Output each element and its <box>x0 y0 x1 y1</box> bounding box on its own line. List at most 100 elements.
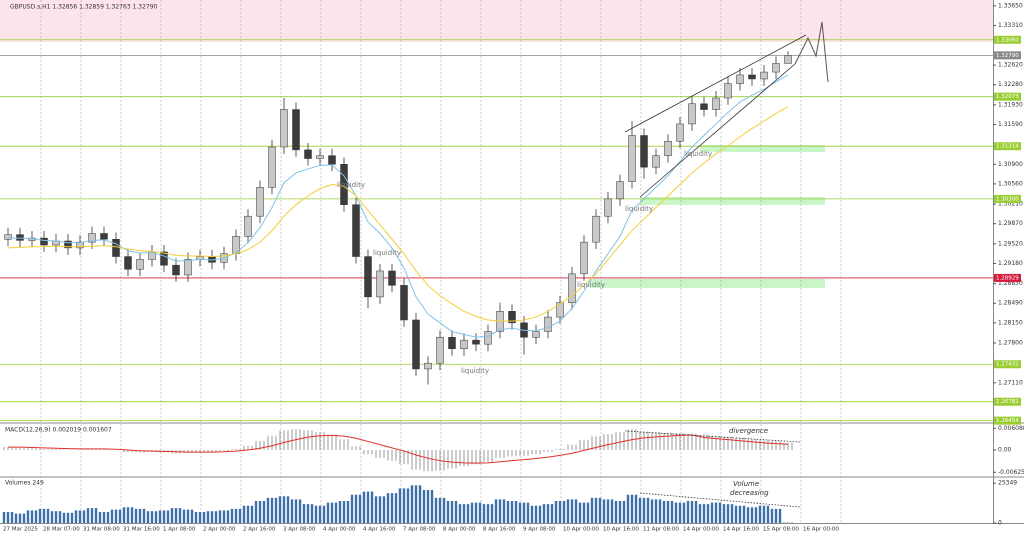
volume-bar <box>98 512 102 523</box>
volume-bar <box>646 497 650 523</box>
volume-bar <box>690 501 694 523</box>
volume-bar <box>522 502 526 523</box>
volume-bar <box>610 499 614 523</box>
volume-bar <box>298 499 302 523</box>
volume-bar <box>682 502 686 523</box>
volume-bar <box>178 508 182 523</box>
volume-bar <box>166 510 170 523</box>
level-label: 1.28929 <box>996 275 1019 281</box>
annotation: liquidity <box>684 150 712 158</box>
candle-body <box>676 123 684 142</box>
candle-body <box>100 233 108 240</box>
candle-body <box>40 237 48 246</box>
y-tick-label: 0 <box>998 520 1002 527</box>
level-label: 1.33060 <box>996 37 1019 43</box>
volume-bar <box>134 508 138 523</box>
candle-body <box>532 331 540 338</box>
macd-title: MACD(12,26,9) 0.002019 0.001607 <box>5 427 112 434</box>
candle-body <box>664 140 672 156</box>
volume-bar <box>94 508 98 523</box>
candle-body <box>364 256 372 298</box>
divergence-line <box>624 430 801 443</box>
volume-bar <box>398 488 402 523</box>
volume-bar <box>294 499 298 523</box>
candle-body <box>4 234 12 240</box>
volume-bar <box>394 493 398 523</box>
volume-bar <box>746 507 750 523</box>
candle-body <box>724 83 732 99</box>
volume-bar <box>330 502 334 523</box>
level-label-box <box>994 35 1021 44</box>
candle-body <box>784 55 792 64</box>
candle-body <box>304 149 312 159</box>
volume-bar <box>446 501 450 523</box>
volume-bar <box>442 497 446 523</box>
candle-body <box>472 339 480 345</box>
candle-body <box>760 71 768 80</box>
volume-bar <box>250 505 254 523</box>
volume-bar <box>766 505 770 523</box>
volume-bar <box>462 504 466 523</box>
volume-bar <box>74 510 78 523</box>
volume-bar <box>754 507 758 523</box>
annotation: liquidity <box>373 249 401 257</box>
volume-bar <box>334 502 338 523</box>
volume-bar <box>302 504 306 523</box>
volume-bar <box>50 511 54 523</box>
volume-bar <box>662 501 666 523</box>
volume-bar <box>630 494 634 523</box>
x-tick-label: 2 Apr 00:00 <box>203 527 236 533</box>
candle-body <box>436 337 444 364</box>
volume-bar <box>186 509 190 523</box>
annotation: liquidity <box>577 281 605 289</box>
volume-bar <box>42 508 46 523</box>
wedge-line <box>639 63 796 198</box>
volume-bar <box>422 490 426 523</box>
candle-body <box>124 256 132 270</box>
volume-bar <box>54 511 58 523</box>
volume-bar <box>454 501 458 523</box>
volume-bar <box>386 493 390 523</box>
volume-bar <box>598 497 602 523</box>
volume-bar <box>206 511 210 523</box>
y-tick-label: 1.30210 <box>998 201 1023 208</box>
volume-bar <box>414 485 418 523</box>
volume-bar <box>278 496 282 523</box>
candle-body <box>148 251 156 260</box>
level-label-box <box>994 397 1021 406</box>
volume-bar <box>226 510 230 523</box>
volume-bar <box>162 510 166 523</box>
volume-bar <box>502 499 506 523</box>
level-label: 1.27432 <box>996 362 1019 368</box>
candle-body <box>376 270 384 298</box>
volume-bar <box>734 505 738 523</box>
candle-body <box>76 241 84 249</box>
candle-body <box>544 316 552 332</box>
volume-bar <box>430 490 434 523</box>
candle-body <box>316 155 324 159</box>
volume-bar <box>22 513 26 523</box>
liquidity-zone <box>640 197 825 205</box>
volume-bar <box>770 508 774 523</box>
volume-bar <box>582 502 586 523</box>
level-label: 1.32073 <box>996 94 1019 100</box>
volume-bar <box>290 499 294 523</box>
volume-bar <box>90 508 94 523</box>
volume-bar <box>146 511 150 523</box>
y-tick-label: -0.006255 <box>998 469 1024 476</box>
y-tick-label: 1.32620 <box>998 62 1023 69</box>
y-tick-label: 1.30560 <box>998 180 1023 187</box>
volume-bar <box>526 502 530 523</box>
x-tick-label: 27 Mar 2025 <box>3 527 38 533</box>
volume-bar <box>282 496 286 523</box>
annotation: liquidity <box>461 367 489 375</box>
volume-title: Volumes 249 <box>5 480 44 487</box>
volume-bar <box>382 496 386 523</box>
volume-bar <box>158 510 162 523</box>
volume-bar <box>342 501 346 523</box>
volume-bar <box>562 501 566 523</box>
volume-bar <box>118 509 122 523</box>
volume-bar <box>654 499 658 523</box>
x-tick-label: 15 Apr 08:00 <box>763 527 799 533</box>
candle-body <box>556 302 564 318</box>
